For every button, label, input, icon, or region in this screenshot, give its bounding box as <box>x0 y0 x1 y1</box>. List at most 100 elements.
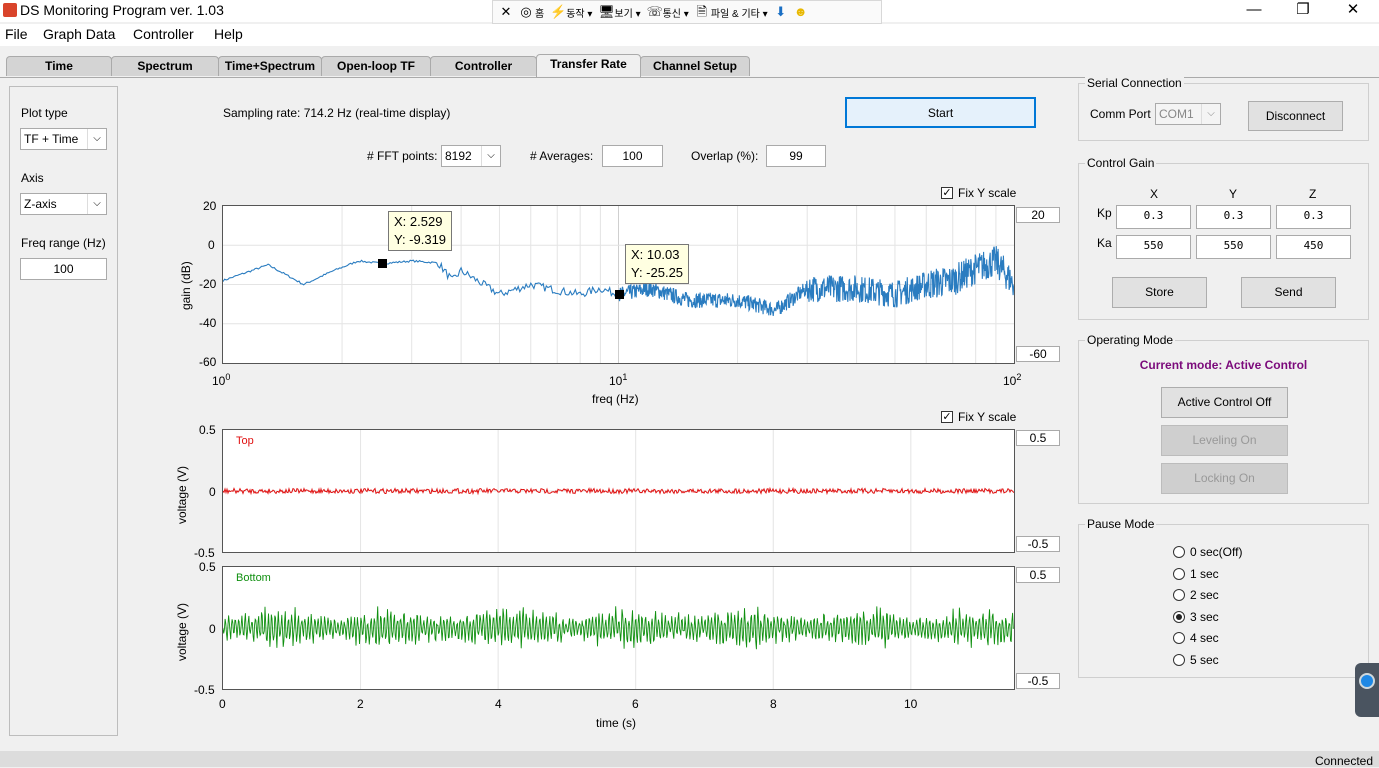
pause-radio-5[interactable] <box>1173 654 1185 666</box>
kp-y-input[interactable]: 0.3 <box>1196 205 1271 229</box>
control-gain-title: Control Gain <box>1085 156 1157 170</box>
start-button[interactable]: Start <box>845 97 1036 128</box>
connection-status: Connected <box>1314 754 1373 768</box>
menu-help[interactable]: Help <box>214 26 243 42</box>
tab-spectrum[interactable]: Spectrum <box>111 56 219 76</box>
tab-time[interactable]: Time <box>6 56 112 76</box>
remote-toolbar-label: 동작 ▾ <box>566 8 593 20</box>
comm-port-select[interactable]: COM1 ⌵ <box>1155 103 1221 125</box>
axis-value: Z-axis <box>24 197 57 211</box>
minimize-button[interactable]: — <box>1246 1 1262 18</box>
kp-label: Kp <box>1097 206 1112 220</box>
remote-toolbar-item[interactable]: ✕ <box>499 5 513 19</box>
gain-col-z: Z <box>1309 187 1317 201</box>
fix-y-scale-checkbox-1[interactable]: ✓ <box>941 187 953 199</box>
remote-toolbar-label: 홈 <box>535 8 545 20</box>
tf-xtick-100: 102 <box>1003 372 1022 388</box>
remote-toolbar-item[interactable]: ◎ 홈 <box>519 5 544 20</box>
tab-transfer-rate[interactable]: Transfer Rate <box>536 54 641 78</box>
ka-z-input[interactable]: 450 <box>1276 235 1351 259</box>
datatip-1-x: X: 2.529 <box>394 214 443 229</box>
menu-bar <box>0 24 1379 46</box>
top-ylabel: voltage (V) <box>175 465 189 524</box>
bottom-plot-title: Bottom <box>236 572 271 584</box>
remote-toolbar-item[interactable]: 🖥 보기 ▾ <box>598 5 640 20</box>
remote-toolbar-item[interactable]: ⚡ 동작 ▾ <box>550 5 592 20</box>
kp-z-input[interactable]: 0.3 <box>1276 205 1351 229</box>
locking-on-button[interactable]: Locking On <box>1161 463 1288 494</box>
datatip-marker-2[interactable] <box>615 290 624 299</box>
chevron-down-icon: ⌵ <box>87 194 106 214</box>
active-control-off-button[interactable]: Active Control Off <box>1161 387 1288 418</box>
pause-radio-2[interactable] <box>1173 589 1185 602</box>
fft-points-select[interactable]: 8192 ⌵ <box>441 145 501 167</box>
menu-file[interactable]: File <box>5 26 28 42</box>
pause-radio-4[interactable] <box>1173 632 1185 645</box>
tf-ymax-input[interactable]: 20 <box>1016 207 1060 223</box>
menu-controller[interactable]: Controller <box>133 26 194 42</box>
bottom-signal-line <box>222 606 1014 650</box>
remote-toolbar-item[interactable]: ⬇ <box>774 5 788 19</box>
left-panel <box>9 86 118 736</box>
remote-side-widget[interactable] <box>1355 663 1379 717</box>
pause-mode-title: Pause Mode <box>1085 517 1157 531</box>
fix-y-scale-checkbox-2[interactable]: ✓ <box>941 411 953 423</box>
send-button[interactable]: Send <box>1241 277 1336 308</box>
store-button[interactable]: Store <box>1112 277 1207 308</box>
tf-ytick: -20 <box>199 277 217 291</box>
axis-select[interactable]: Z-axis ⌵ <box>20 193 107 215</box>
pause-option-label: 3 sec <box>1190 609 1219 624</box>
kp-x-input[interactable]: 0.3 <box>1116 205 1191 229</box>
top-ymin-input[interactable]: -0.5 <box>1016 536 1060 552</box>
remote-toolbar-label: 파일 & 기타 ▾ <box>710 8 768 20</box>
ka-x-input[interactable]: 550 <box>1116 235 1191 259</box>
bottom-ymax-input[interactable]: 0.5 <box>1016 567 1060 583</box>
gain-col-x: X <box>1150 187 1159 201</box>
close-button[interactable]: ✕ <box>1346 1 1360 18</box>
view-icon: 🖥 <box>598 4 615 19</box>
pause-radio-1[interactable] <box>1173 567 1185 580</box>
freq-range-input[interactable]: 100 <box>20 258 107 280</box>
leveling-on-button[interactable]: Leveling On <box>1161 425 1288 456</box>
window-title: DS Monitoring Program ver. 1.03 <box>20 2 224 18</box>
bottom-ymin-input[interactable]: -0.5 <box>1016 673 1060 689</box>
restore-button[interactable]: ❐ <box>1296 1 1310 18</box>
tab-open-loop-tf[interactable]: Open-loop TF <box>321 56 431 76</box>
tf-ytick: 0 <box>208 238 215 252</box>
remote-toolbar-item[interactable]: 🗎 파일 & 기타 ▾ <box>695 5 768 20</box>
bottom-ytick: 0.5 <box>199 560 216 574</box>
menu-graph-data[interactable]: Graph Data <box>43 26 116 42</box>
ka-y-input[interactable]: 550 <box>1196 235 1271 259</box>
disconnect-button[interactable]: Disconnect <box>1248 101 1343 131</box>
remote-toolbar-item[interactable]: ☻ <box>794 5 808 19</box>
tf-ytick: 20 <box>203 199 217 213</box>
smiley-icon: ☻ <box>793 4 808 19</box>
datatip-marker-1[interactable] <box>378 259 387 268</box>
pause-radio-0[interactable] <box>1173 546 1185 558</box>
comm-icon: ☏ <box>646 4 663 19</box>
pause-option-label: 4 sec <box>1190 631 1219 646</box>
overlap-input[interactable]: 99 <box>766 145 826 167</box>
remote-toolbar: ✕ ◎ 홈 ⚡ 동작 ▾ 🖥 보기 ▾ ☏ 통신 ▾ 🗎 파일 & 기타 ▾ ⬇ ☻ <box>492 0 882 24</box>
averages-input[interactable]: 100 <box>602 145 663 167</box>
top-signal-line <box>222 486 1015 496</box>
overlap-label: Overlap (%): <box>691 149 759 163</box>
serial-connection-group: Serial Connection <box>1078 76 1369 141</box>
tab-time-spectrum[interactable]: Time+Spectrum <box>218 56 322 76</box>
comm-port-value: COM1 <box>1159 107 1194 121</box>
time-xtick: 10 <box>904 697 918 711</box>
plot-type-select[interactable]: TF + Time ⌵ <box>20 128 107 150</box>
time-xtick: 2 <box>357 697 364 711</box>
bottom-ytick: -0.5 <box>194 683 215 697</box>
pause-radio-3[interactable] <box>1173 610 1185 623</box>
tf-ymin-input[interactable]: -60 <box>1016 346 1060 362</box>
tab-channel-setup[interactable]: Channel Setup <box>640 56 750 76</box>
remote-toolbar-item[interactable]: ☏ 통신 ▾ <box>647 5 689 20</box>
top-ytick: 0.5 <box>199 423 216 437</box>
top-ymax-input[interactable]: 0.5 <box>1016 430 1060 446</box>
tab-controller[interactable]: Controller <box>430 56 537 76</box>
freq-range-label: Freq range (Hz) <box>21 236 106 250</box>
pause-option-label: 1 sec <box>1190 566 1219 581</box>
plot-type-value: TF + Time <box>24 132 79 146</box>
tf-plot-svg <box>222 206 1015 363</box>
